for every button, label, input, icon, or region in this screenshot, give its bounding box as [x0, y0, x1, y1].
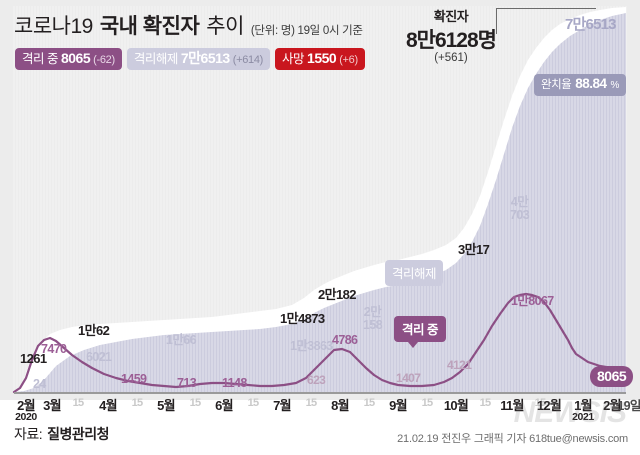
x-axis-tick: 15: [131, 397, 144, 409]
data-label: 1261: [20, 351, 47, 366]
chart-title: 코로나19 국내 확진자 추이 (단위: 명) 19일 0시 기준: [14, 10, 363, 40]
recovery-rate-percent-sign: %: [610, 80, 620, 91]
recovery-rate-badge: 완치율 88.84 %: [534, 74, 627, 96]
x-axis-tick: 15: [189, 397, 202, 409]
data-label: 4121: [447, 358, 472, 372]
data-label: 1만8067: [511, 294, 554, 308]
legend-deaths-value: 1550: [307, 50, 337, 66]
x-axis-tick: 3월: [43, 398, 61, 413]
source-label: 자료:: [14, 426, 43, 442]
legend-isolating-label: 격리 중: [22, 52, 58, 66]
source-note: 자료: 질병관리청: [14, 424, 110, 444]
legend-item-deaths: 사망 1550 (+6): [275, 48, 365, 70]
x-axis-tick: 1월: [574, 398, 592, 413]
total-leader-line: [496, 8, 596, 34]
confirmed-total-label: 확진자: [433, 9, 469, 24]
legend-isolating-delta: (-62): [93, 54, 115, 66]
x-axis-tick: 15: [479, 397, 492, 409]
x-axis-tick: 6월: [215, 398, 233, 413]
x-axis-tick: 4월: [99, 398, 117, 413]
title-part-bold: 국내 확진자: [99, 15, 200, 38]
x-axis-tick: 15: [305, 397, 318, 409]
data-label: 24: [33, 377, 46, 391]
x-axis-tick: 7월: [273, 398, 291, 413]
x-axis-tick: 15: [534, 397, 547, 409]
x-axis-tick: 8월: [331, 398, 349, 413]
data-label: 1459: [121, 372, 147, 386]
title-part-2: 추이: [206, 15, 244, 38]
legend-released-value: 7만6513: [180, 50, 230, 66]
active-end-value-badge: 8065: [590, 366, 634, 387]
x-axis-tick: 9월: [389, 398, 407, 413]
x-axis-tick: 11월: [500, 398, 524, 413]
data-label: 3만17: [458, 242, 490, 257]
data-label: 4만 703: [510, 195, 530, 223]
x-axis-year: 2021: [572, 411, 594, 423]
data-label: 2만 158: [363, 305, 383, 333]
x-axis-tick: 15: [247, 397, 260, 409]
legend-isolating-value: 8065: [60, 50, 91, 66]
credit-line: 21.02.19 전진우 그래픽 기자 618tue@newsis.com: [397, 433, 628, 445]
x-axis-tick: 12월: [536, 398, 562, 413]
x-axis-tick: 2월: [17, 398, 35, 413]
x-axis-tick: 2월: [603, 398, 621, 413]
data-label: 7470: [41, 342, 67, 356]
x-axis-tick: 10월: [443, 398, 469, 413]
legend-deaths-delta: (+6): [339, 54, 358, 66]
released-total-label: 7만6513: [565, 16, 617, 33]
legend-released-label: 격리해제: [133, 52, 179, 66]
legend-deaths-label: 사망: [282, 52, 305, 66]
legend-released-delta: (+614): [232, 54, 264, 66]
x-axis-tick: 15: [363, 397, 376, 409]
released-area: [14, 13, 626, 392]
data-label: 1만66: [166, 333, 197, 347]
x-axis-tick: 19일: [617, 399, 640, 413]
active-line: [12, 292, 626, 394]
x-axis-year: 2020: [15, 411, 37, 423]
data-label: 623: [307, 373, 326, 387]
x-axis-tick: 15: [72, 397, 85, 409]
data-label: 713: [177, 376, 197, 390]
source-value: 질병관리청: [47, 426, 110, 442]
hatch-lines: [13, 6, 627, 392]
x-axis-line: [14, 392, 626, 394]
data-label: 1148: [222, 376, 247, 390]
legend: 격리 중 8065 (-62) 격리해제 7만6513 (+614) 사망 15…: [15, 48, 365, 70]
legend-item-released: 격리해제 7만6513 (+614): [126, 48, 271, 70]
title-unit-note: (단위: 명) 19일 0시 기준: [250, 25, 363, 37]
data-label: 4786: [332, 333, 358, 347]
recovery-rate-label: 완치율: [541, 79, 572, 91]
data-label: 6021: [86, 350, 112, 364]
callout-isolating: 격리 중: [394, 316, 446, 348]
recovery-rate-value: 88.84: [575, 76, 607, 91]
confirmed-total-value: 8만6128명: [405, 29, 497, 52]
data-label: 1만62: [78, 323, 110, 338]
legend-item-isolating: 격리 중 8065 (-62): [15, 48, 122, 70]
confirmed-total-delta: (+561): [434, 52, 468, 64]
data-label: 1만3863: [290, 339, 333, 353]
data-label: 1만4873: [280, 311, 325, 326]
title-part-1: 코로나19: [14, 15, 93, 38]
band-label-released: 격리해제: [385, 260, 444, 286]
x-axis-tick: 5월: [157, 398, 175, 413]
x-axis-tick: 15: [421, 397, 434, 409]
data-label: 2만182: [318, 287, 356, 302]
confirmed-total: 확진자 8만6128명 (+561): [405, 6, 497, 64]
chart-areas: [12, 6, 627, 394]
data-label: 1407: [396, 371, 421, 385]
